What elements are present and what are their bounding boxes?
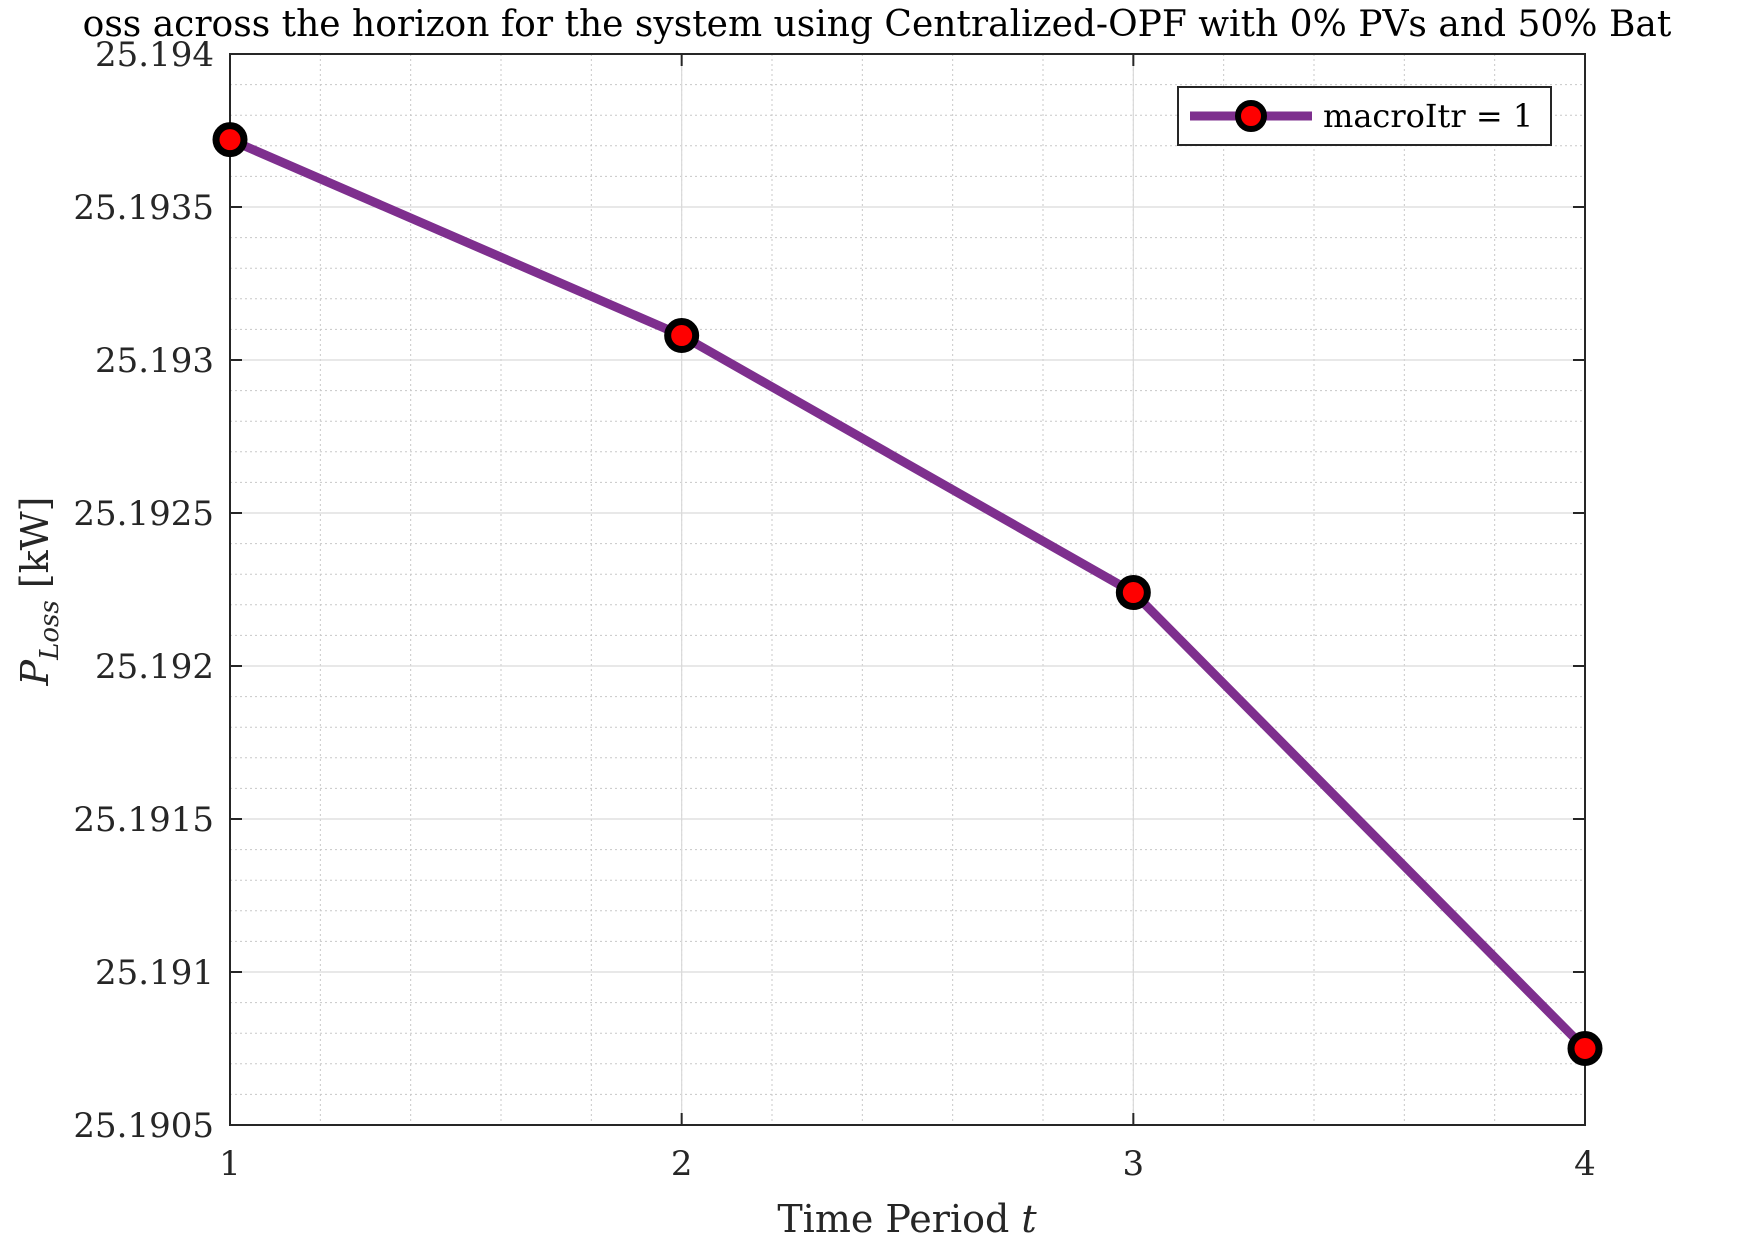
- y-axis-label: PLoss [kW]: [13, 496, 65, 686]
- axes-box: [229, 53, 1586, 1126]
- chart-title: oss across the horizon for the system us…: [83, 4, 1672, 45]
- y-tick-label: 25.1925: [73, 494, 214, 534]
- x-axis-label: Time Period t: [777, 1197, 1037, 1238]
- x-axis-label-text: Time Period: [777, 1197, 1021, 1238]
- data-point-marker: [1115, 575, 1151, 611]
- y-tick-label: 25.1935: [73, 188, 214, 228]
- y-tick-label: 25.192: [95, 647, 214, 687]
- y-axis-label-symbol: P: [13, 659, 57, 687]
- data-point-marker: [212, 122, 248, 158]
- y-axis-label-subscript: Loss: [35, 600, 65, 661]
- x-tick-label: 4: [1574, 1144, 1596, 1184]
- y-axis-label-unit: [kW]: [13, 496, 57, 600]
- y-tick-label: 25.1915: [73, 800, 214, 840]
- series: [212, 122, 1603, 1066]
- data-point-marker: [1567, 1031, 1603, 1066]
- legend: macroItr = 1: [1177, 86, 1552, 146]
- ticks: 1 2 3 4 25.1905 25.191 25.1915 25.192 25.1925 25.…: [73, 35, 1595, 1184]
- series-line: [228, 135, 1589, 1052]
- y-tick-label: 25.1905: [73, 1106, 214, 1146]
- x-tick-label: 2: [671, 1144, 693, 1184]
- data-point-marker: [664, 318, 700, 354]
- grid: [229, 53, 1586, 1126]
- x-axis-label-variable: t: [1021, 1197, 1037, 1238]
- legend-entry-label: macroItr = 1: [1323, 97, 1533, 135]
- legend-marker-swatch: [1235, 100, 1267, 132]
- y-tick-label: 25.193: [95, 341, 214, 381]
- y-tick-label: 25.194: [95, 35, 214, 75]
- y-tick-label: 25.191: [95, 953, 214, 993]
- x-tick-label: 1: [219, 1144, 241, 1184]
- x-tick-label: 3: [1123, 1144, 1145, 1184]
